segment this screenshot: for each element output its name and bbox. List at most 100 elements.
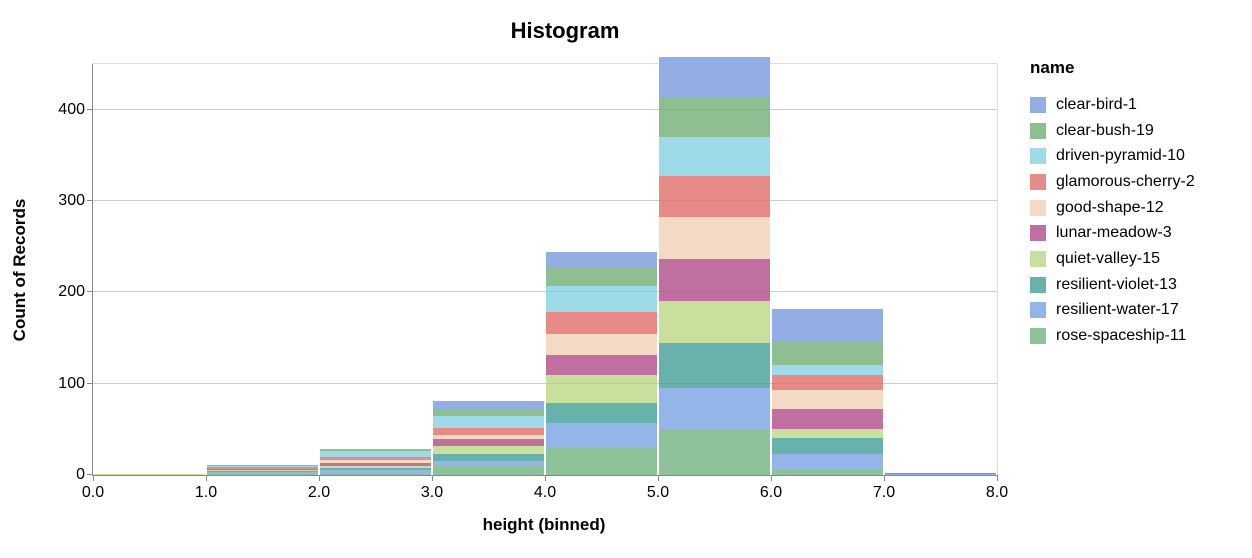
legend-label: rose-spaceship-11 (1056, 327, 1187, 345)
y-tick-400 (87, 108, 92, 110)
plot-area: 0.0 1.0 2.0 3.0 4.0 5.0 6.0 7.0 8.0 0 100 200 300 400 (58, 56, 1008, 501)
x-tick-1.0 (206, 476, 207, 481)
bar-driven-pyramid-10-bin5 (659, 137, 770, 177)
bar-resilient-water-17-bin2 (320, 470, 431, 474)
bar-clear-bush-19-bin1 (207, 464, 318, 466)
x-tick-6.0 (771, 476, 772, 481)
bar-glamorous-cherry-2-bin4 (546, 311, 657, 335)
bar-resilient-violet-13-bin5 (659, 343, 770, 389)
legend-swatch-icon (1030, 302, 1046, 319)
legend-label: clear-bush-19 (1056, 121, 1154, 139)
legend-title: name (1030, 58, 1075, 77)
bar-rose-spaceship-11-bin5 (659, 430, 770, 475)
x-tick-label-4.0: 4.0 (533, 484, 557, 501)
legend-swatch-icon (1030, 173, 1046, 190)
legend-label: resilient-violet-13 (1056, 275, 1177, 293)
x-tick-3.0 (432, 476, 433, 481)
bar-clear-bird-1-bin3 (433, 401, 544, 410)
y-tick-100 (87, 382, 92, 384)
x-tick-0.0 (93, 476, 94, 481)
legend-swatch-icon (1030, 199, 1046, 216)
bar-good-shape-12-bin4 (546, 334, 657, 356)
bar-resilient-water-17-bin4 (546, 422, 657, 448)
bar-lunar-meadow-3-bin6 (772, 409, 883, 430)
gridline-overlay-y-300 (93, 200, 997, 201)
bar-resilient-water-17-bin7 (885, 474, 996, 475)
x-tick-8.0 (997, 476, 998, 481)
legend-swatch-icon (1030, 328, 1046, 345)
bar-rose-spaceship-11-bin3 (433, 465, 544, 475)
x-tick-label-1.0: 1.0 (194, 484, 218, 501)
bar-clear-bush-19-bin5 (659, 96, 770, 138)
gridline-overlay-y-200 (93, 291, 997, 293)
y-axis-domain-line (92, 64, 93, 476)
bar-glamorous-cherry-2-bin6 (772, 374, 883, 391)
x-axis-title: height (binned) (482, 515, 606, 534)
legend-item-glamorous-cherry-2: glamorous-cherry-2 (1030, 169, 1250, 195)
y-tick-0 (87, 474, 92, 475)
y-tick-label-0: 0 (76, 466, 85, 483)
legend-items: clear-bird-1 clear-bush-19 driven-pyramid-… (1030, 92, 1250, 349)
legend-swatch-icon (1030, 225, 1046, 242)
bar-lunar-meadow-3-bin4 (546, 355, 657, 376)
legend-label: driven-pyramid-10 (1056, 147, 1185, 165)
legend-item-rose-spaceship-11: rose-spaceship-11 (1030, 323, 1250, 349)
x-tick-4.0 (545, 476, 546, 481)
x-tick-label-5.0: 5.0 (646, 484, 670, 501)
y-axis-title: Count of Records (10, 198, 29, 342)
legend-item-lunar-meadow-3: lunar-meadow-3 (1030, 220, 1250, 246)
x-tick-2.0 (319, 476, 320, 481)
bar-clear-bush-19-bin3 (433, 409, 544, 416)
bar-quiet-valley-15-bin2 (320, 465, 431, 468)
x-tick-label-3.0: 3.0 (420, 484, 444, 501)
bar-lunar-meadow-3-bin5 (659, 259, 770, 301)
bar-resilient-violet-13-bin3 (433, 454, 544, 462)
bar-glamorous-cherry-2-bin2 (320, 456, 431, 461)
bar-rose-spaceship-11-bin1 (207, 474, 318, 475)
legend-swatch-icon (1030, 276, 1046, 293)
bar-resilient-violet-13-bin2 (320, 467, 431, 471)
bar-driven-pyramid-10-bin3 (433, 415, 544, 428)
bar-clear-bush-19-bin6 (772, 341, 883, 366)
legend-item-clear-bush-19: clear-bush-19 (1030, 118, 1250, 144)
legend-item-good-shape-12: good-shape-12 (1030, 195, 1250, 221)
gridline-y-400 (93, 108, 997, 110)
bar-good-shape-12-bin3 (433, 434, 544, 440)
legend-swatch-icon (1030, 250, 1046, 267)
legend-item-quiet-valley-15: quiet-valley-15 (1030, 246, 1250, 272)
y-tick-label-400: 400 (58, 100, 85, 118)
legend-label: clear-bird-1 (1056, 95, 1137, 113)
x-tick-label-8.0: 8.0 (985, 484, 1009, 501)
legend-swatch-icon (1030, 122, 1046, 139)
x-tick-label-2.0: 2.0 (307, 484, 331, 501)
bar-clear-bird-1-bin2 (320, 449, 431, 451)
bar-resilient-violet-13-bin1 (207, 470, 318, 473)
gridline-y-300 (93, 200, 997, 201)
x-tick-label-0.0: 0.0 (81, 484, 105, 501)
bar-clear-bush-19-bin4 (546, 266, 657, 286)
bar-resilient-water-17-bin1 (207, 472, 318, 475)
bar-driven-pyramid-10-bin4 (546, 285, 657, 312)
y-tick-200 (87, 291, 92, 293)
legend-item-resilient-violet-13: resilient-violet-13 (1030, 272, 1250, 298)
legend-swatch-icon (1030, 148, 1046, 165)
bar-resilient-water-17-bin3 (433, 461, 544, 466)
bar-resilient-violet-13-bin4 (546, 402, 657, 423)
legend-label: quiet-valley-15 (1056, 249, 1161, 267)
y-tick-label-200: 200 (58, 283, 85, 301)
legend-label: resilient-water-17 (1056, 301, 1179, 319)
chart-title: Histogram (510, 18, 620, 43)
bar-quiet-valley-15-bin0 (94, 474, 205, 475)
legend-item-driven-pyramid-10: driven-pyramid-10 (1030, 143, 1250, 169)
gridline-y-200 (93, 291, 997, 293)
bar-clear-bird-1-bin5 (659, 56, 770, 97)
bar-quiet-valley-15-bin4 (546, 375, 657, 403)
bar-resilient-water-17-bin5 (659, 388, 770, 431)
bar-quiet-valley-15-bin3 (433, 445, 544, 454)
bar-clear-bush-19-bin2 (320, 450, 431, 452)
bar-quiet-valley-15-bin6 (772, 429, 883, 439)
gridline-overlay-y-100 (93, 382, 997, 384)
gridline-y-100 (93, 382, 997, 384)
bar-driven-pyramid-10-bin1 (207, 465, 318, 467)
